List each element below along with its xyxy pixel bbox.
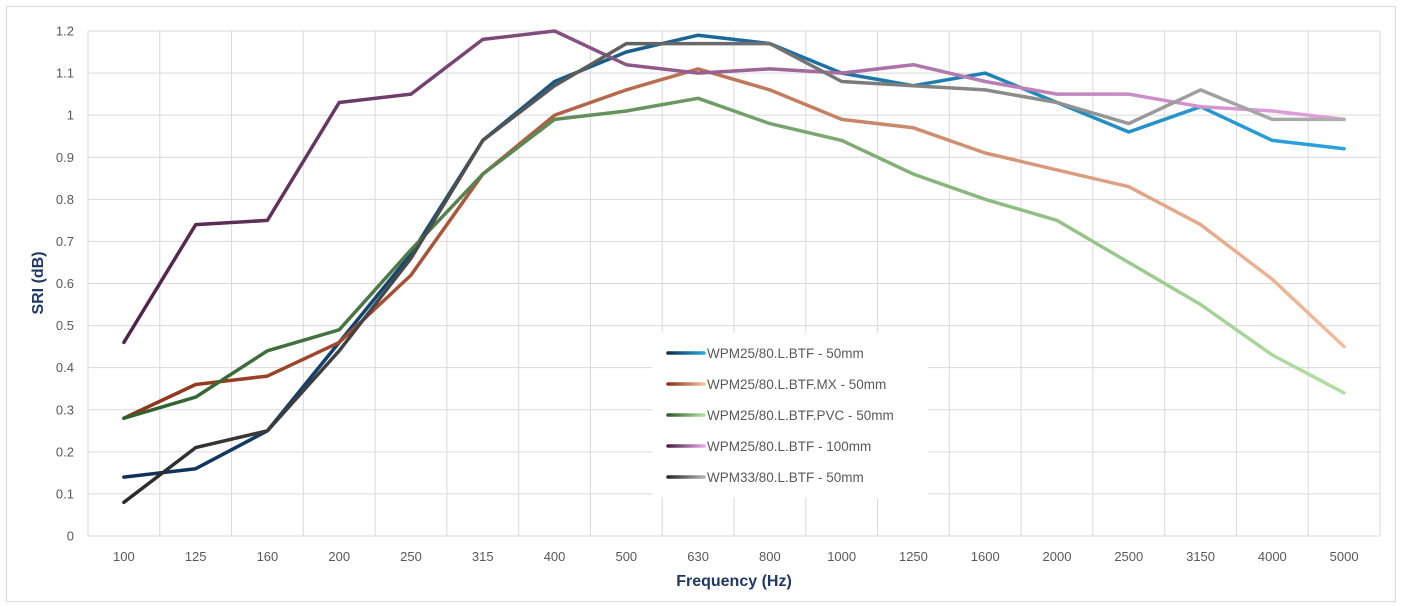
- legend-label: WPM25/80.L.BTF.MX - 50mm: [707, 377, 886, 392]
- x-tick-label: 630: [687, 549, 709, 564]
- x-tick-label: 3150: [1186, 549, 1215, 564]
- x-tick-label: 315: [472, 549, 494, 564]
- x-tick-label: 5000: [1330, 549, 1359, 564]
- x-tick-label: 1000: [827, 549, 856, 564]
- y-axis-title: SRI (dB): [30, 251, 47, 314]
- series-line: [122, 29, 1346, 345]
- y-tick-label: 0.4: [56, 360, 74, 375]
- series-line: [122, 41, 1346, 505]
- y-tick-label: 1.2: [56, 24, 74, 39]
- series-line: [122, 33, 1346, 479]
- y-tick-label: 1.1: [56, 66, 74, 81]
- y-tick-label: 0.3: [56, 402, 74, 417]
- x-tick-labels: 100 125 160 200 250 315 400 500 630 800 1000 1250 16…: [113, 549, 1359, 564]
- x-tick-label: 160: [257, 549, 279, 564]
- x-tick-label: 500: [615, 549, 637, 564]
- legend-label: WPM33/80.L.BTF - 50mm: [707, 470, 864, 485]
- y-tick-label: 0.6: [56, 276, 74, 291]
- x-tick-label: 100: [113, 549, 135, 564]
- y-tick-label: 0.5: [56, 318, 74, 333]
- x-tick-label: 4000: [1258, 549, 1287, 564]
- y-tick-label: 0.2: [56, 444, 74, 459]
- series-lines: [122, 29, 1346, 505]
- y-tick-label: 0.9: [56, 150, 74, 165]
- y-tick-labels: 0 0.1 0.2 0.3 0.4 0.5 0.6 0.7 0.8 0.9 1 1.1 1.2: [56, 24, 74, 544]
- x-tick-label: 200: [328, 549, 350, 564]
- x-tick-label: 1250: [899, 549, 928, 564]
- x-tick-label: 2500: [1114, 549, 1143, 564]
- x-tick-label: 125: [185, 549, 207, 564]
- y-tick-label: 0: [67, 529, 74, 544]
- x-tick-label: 1600: [971, 549, 1000, 564]
- legend-label: WPM25/80.L.BTF - 100mm: [707, 439, 871, 454]
- y-tick-label: 0.7: [56, 234, 74, 249]
- x-tick-label: 400: [544, 549, 566, 564]
- x-tick-label: 800: [759, 549, 781, 564]
- legend-label: WPM25/80.L.BTF - 50mm: [707, 346, 864, 361]
- x-tick-label: 2000: [1043, 549, 1072, 564]
- series-line: [122, 67, 1346, 420]
- y-tick-label: 0.8: [56, 192, 74, 207]
- legend: WPM25/80.L.BTF - 50mm WPM25/80.L.BTF.MX -…: [652, 333, 928, 498]
- series-line: [122, 96, 1346, 420]
- y-tick-label: 0.1: [56, 486, 74, 501]
- y-tick-label: 1: [67, 108, 74, 123]
- x-axis-title: Frequency (Hz): [676, 573, 792, 590]
- legend-label: WPM25/80.L.BTF.PVC - 50mm: [707, 408, 894, 423]
- x-tick-label: 250: [400, 549, 422, 564]
